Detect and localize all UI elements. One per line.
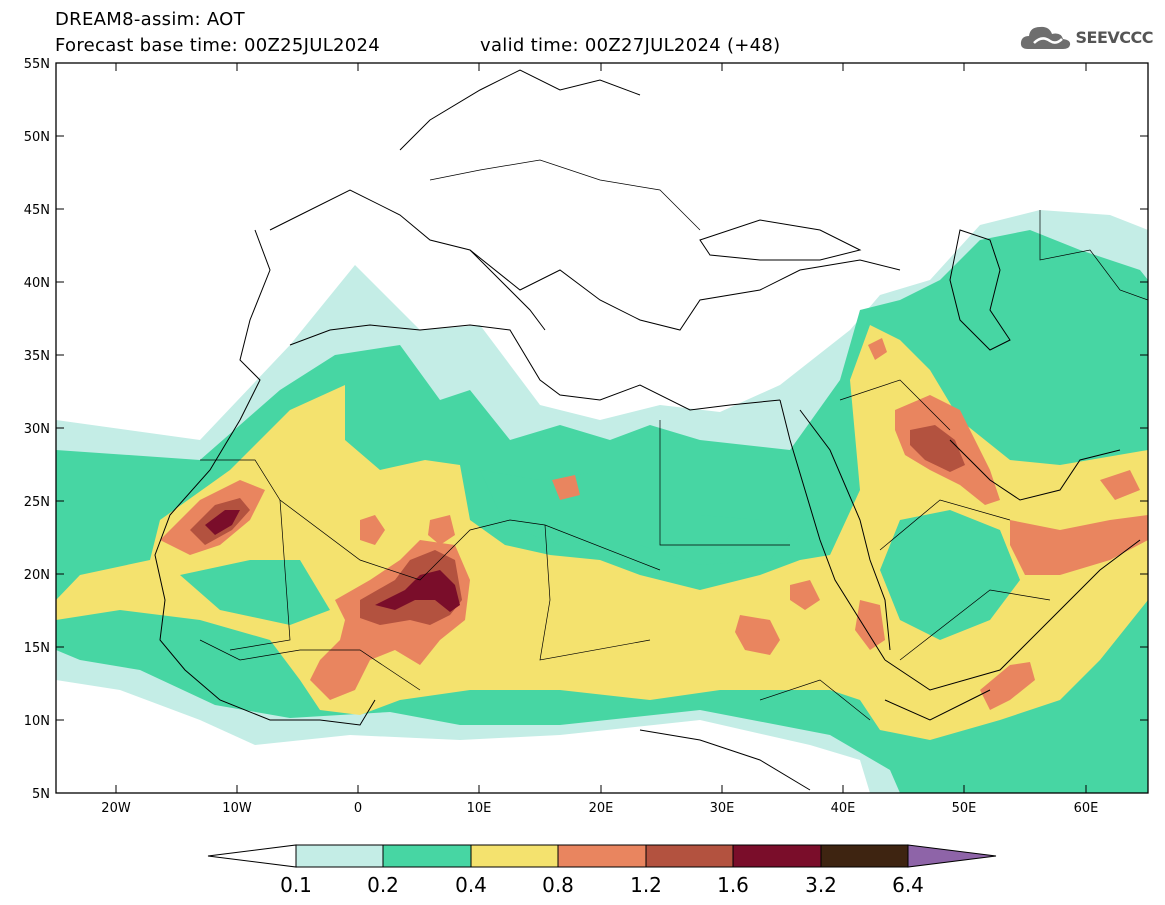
- border-europe-interior: [429, 159, 701, 231]
- lon-label: 50E: [952, 801, 977, 816]
- colorbar-label: 6.4: [892, 873, 924, 897]
- colorbar-label: 0.4: [455, 873, 487, 897]
- colorbar-swatch: [382, 844, 472, 868]
- colorbar-swatch: [295, 844, 384, 868]
- latitude-labels: 55N 50N 45N 40N 35N 30N 25N 20N 15N 10N …: [24, 57, 50, 802]
- coastline-italy: [469, 249, 546, 331]
- lon-label: 10E: [467, 801, 492, 816]
- base-time: Forecast base time: 00Z25JUL2024: [55, 35, 381, 56]
- country-borders: [199, 159, 1148, 721]
- lat-label: 30N: [24, 422, 50, 437]
- aot-level-1-6-west: [205, 510, 240, 535]
- lat-label: 35N: [24, 349, 50, 364]
- aot-level-0-8-small-patch: [552, 475, 580, 500]
- aot-fields: [56, 63, 1148, 793]
- aot-level-0-8-sudan: [735, 615, 780, 655]
- coastline-north-africa: [289, 324, 781, 411]
- colorbar-swatch: [645, 844, 734, 868]
- lat-label: 50N: [24, 130, 50, 145]
- border-arabia-interior: [879, 499, 1011, 551]
- axis-ticks: [56, 62, 1148, 794]
- aot-level-0-2-inner-west: [180, 560, 330, 625]
- colorbar-swatch: [470, 844, 559, 868]
- lon-label: 30E: [710, 801, 735, 816]
- coastline-black-sea: [699, 219, 862, 261]
- aot-level-0-8-gulf: [1100, 470, 1140, 500]
- lat-label: 5N: [32, 787, 50, 802]
- coastline-persian-gulf: [949, 439, 1121, 501]
- border-mali-west: [229, 499, 291, 651]
- colorbar-swatch: [557, 844, 647, 868]
- coastline-europe-south: [269, 189, 901, 331]
- border-algeria-mali: [200, 459, 661, 581]
- aot-level-0-8-red-sea: [790, 580, 820, 610]
- aot-level-1-2-iraq: [910, 425, 965, 472]
- colorbar-labels: 0.1 0.2 0.4 0.8 1.2 1.6 3.2 6.4: [280, 873, 924, 897]
- border-arabia-yemen: [899, 589, 1051, 661]
- lat-label: 55N: [24, 57, 50, 72]
- seevccc-logo: SEEVCCC: [1020, 22, 1154, 52]
- lon-label: 60E: [1074, 801, 1099, 816]
- coastline-europe-north: [399, 69, 641, 151]
- colorbar-swatch: [207, 844, 297, 868]
- logo-text: SEEVCCC: [1075, 27, 1154, 47]
- coastline-caspian-sea: [949, 229, 1011, 351]
- coastline-horn-of-africa: [884, 689, 991, 721]
- border-ethiopia: [759, 679, 871, 721]
- coastline-east-africa: [639, 729, 811, 791]
- lon-label: 20W: [101, 801, 131, 816]
- coastlines: [154, 69, 1141, 791]
- lat-label: 10N: [24, 714, 50, 729]
- longitude-labels: 20W 10W 0 10E 20E 30E 40E 50E 60E: [101, 801, 1098, 816]
- colorbar-swatch: [907, 844, 997, 868]
- coastline-red-sea-west: [779, 399, 886, 661]
- cloud-icon: [1020, 26, 1070, 49]
- lon-label: 40E: [831, 801, 856, 816]
- lat-label: 40N: [24, 276, 50, 291]
- border-central-asia: [1039, 210, 1148, 301]
- lat-label: 20N: [24, 568, 50, 583]
- aot-level-0-8-yemen: [980, 662, 1035, 710]
- colorbar-swatch: [732, 844, 822, 868]
- lat-label: 25N: [24, 495, 50, 510]
- aot-level-0-8-libya: [428, 515, 455, 545]
- lat-label: 15N: [24, 641, 50, 656]
- border-libya-egypt: [659, 420, 790, 546]
- map-title: DREAM8-assim: AOT: [55, 9, 245, 30]
- aot-level-0-8-eritrea: [855, 600, 885, 650]
- forecast-times: Forecast base time: 00Z25JUL2024 valid ti…: [55, 35, 780, 56]
- aot-level-1-6-sahel: [375, 570, 460, 612]
- colorbar-label: 1.6: [717, 873, 749, 897]
- coastline-arabia-west: [799, 409, 891, 651]
- aot-level-0-8-arabia: [1010, 515, 1148, 575]
- colorbar-swatch: [820, 844, 909, 868]
- border-sahel-south: [539, 524, 651, 661]
- colorbar-label: 0.2: [367, 873, 399, 897]
- colorbar-label: 0.8: [542, 873, 574, 897]
- aot-level-0-8-syria: [868, 338, 887, 360]
- coastline-west-africa: [154, 229, 376, 726]
- lon-label: 0: [354, 801, 362, 816]
- valid-time: valid time: 00Z27JUL2024 (+48): [480, 35, 781, 56]
- aot-level-0-8-mali: [360, 515, 385, 545]
- lat-label: 45N: [24, 203, 50, 218]
- lon-label: 10W: [222, 801, 252, 816]
- border-iraq-iran: [839, 379, 951, 431]
- coastline-arabia-south: [884, 539, 1141, 691]
- lon-label: 20E: [589, 801, 614, 816]
- colorbar-label: 0.1: [280, 873, 312, 897]
- colorbar-label: 3.2: [805, 873, 837, 897]
- border-west-africa: [199, 639, 421, 691]
- aot-level-0-2-inner-east: [880, 510, 1020, 640]
- colorbar: [207, 844, 997, 868]
- colorbar-label: 1.2: [630, 873, 662, 897]
